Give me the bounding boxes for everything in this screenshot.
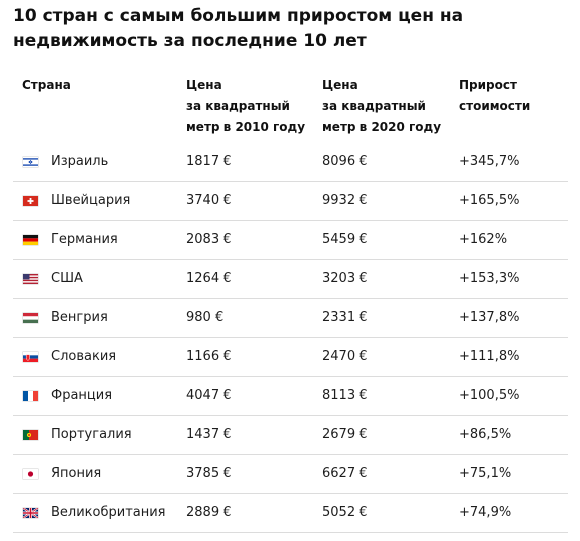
table-row: Германия 2083 € 5459 € +162%: [13, 220, 568, 260]
header-country: Страна: [22, 78, 71, 92]
header-price-2010-line: за квадратный: [186, 99, 290, 113]
growth-value: +111,8%: [459, 349, 520, 364]
table-row: Великобритания 2889 € 5052 € +74,9%: [13, 493, 568, 533]
price-2010: 4047 €: [186, 388, 232, 403]
header-price-2010: Цена за квадратный метр в 2010 году: [186, 75, 305, 138]
growth-value: +100,5%: [459, 388, 520, 403]
price-2010: 3785 €: [186, 466, 232, 481]
price-2020: 8113 €: [322, 388, 368, 403]
portugal-flag-icon: [23, 430, 38, 440]
header-growth: Прирост стоимости: [459, 75, 530, 117]
price-2020: 2470 €: [322, 349, 368, 364]
country-name: Франция: [51, 388, 113, 403]
price-2010: 980 €: [186, 310, 224, 325]
price-2010: 1166 €: [186, 349, 232, 364]
header-price-2010-line: Цена: [186, 78, 222, 92]
price-2010: 1817 €: [186, 154, 232, 169]
price-2020: 2679 €: [322, 427, 368, 442]
header-price-2020: Цена за квадратный метр в 2020 году: [322, 75, 441, 138]
uk-flag-icon: [23, 508, 38, 518]
growth-value: +345,7%: [459, 154, 520, 169]
japan-flag-icon: [23, 469, 38, 479]
table-row: Япония 3785 € 6627 € +75,1%: [13, 454, 568, 494]
country-name: Япония: [51, 466, 102, 481]
country-name: Израиль: [51, 154, 109, 169]
table-row: Израиль 1817 € 8096 € +345,7%: [13, 142, 568, 182]
growth-value: +137,8%: [459, 310, 520, 325]
header-growth-line: стоимости: [459, 99, 531, 113]
country-name: Португалия: [51, 427, 132, 442]
country-name: Словакия: [51, 349, 117, 364]
header-price-2010-line: метр в 2010 году: [186, 120, 306, 134]
price-2020: 3203 €: [322, 271, 368, 286]
growth-value: +153,3%: [459, 271, 520, 286]
growth-value: +162%: [459, 232, 508, 247]
price-2020: 8096 €: [322, 154, 368, 169]
header-growth-line: Прирост: [459, 78, 517, 92]
price-2020: 6627 €: [322, 466, 368, 481]
price-2020: 5052 €: [322, 505, 368, 520]
price-2010: 2083 €: [186, 232, 232, 247]
table-row: Словакия 1166 € 2470 € +111,8%: [13, 337, 568, 377]
france-flag-icon: [23, 391, 38, 401]
table-row: Португалия 1437 € 2679 € +86,5%: [13, 415, 568, 455]
country-name: Великобритания: [51, 505, 166, 520]
switzerland-flag-icon: [23, 196, 38, 206]
price-2010: 1264 €: [186, 271, 232, 286]
price-2020: 2331 €: [322, 310, 368, 325]
price-2010: 2889 €: [186, 505, 232, 520]
hungary-flag-icon: [23, 313, 38, 323]
table-row: Венгрия 980 € 2331 € +137,8%: [13, 298, 568, 338]
table-row: США 1264 € 3203 € +153,3%: [13, 259, 568, 299]
usa-flag-icon: [23, 274, 38, 284]
growth-value: +165,5%: [459, 193, 520, 208]
germany-flag-icon: [23, 235, 38, 245]
table-row: Швейцария 3740 € 9932 € +165,5%: [13, 181, 568, 221]
israel-flag-icon: [23, 157, 38, 167]
page-title: 10 стран с самым большим приростом цен н…: [13, 6, 464, 51]
price-2010: 3740 €: [186, 193, 232, 208]
growth-value: +86,5%: [459, 427, 512, 442]
header-price-2020-line: метр в 2020 году: [322, 120, 442, 134]
growth-value: +74,9%: [459, 505, 512, 520]
price-2020: 5459 €: [322, 232, 368, 247]
slovakia-flag-icon: [23, 352, 38, 362]
price-2020: 9932 €: [322, 193, 368, 208]
country-name: Швейцария: [51, 193, 131, 208]
country-name: Венгрия: [51, 310, 108, 325]
header-price-2020-line: Цена: [322, 78, 358, 92]
growth-value: +75,1%: [459, 466, 512, 481]
country-name: Германия: [51, 232, 118, 247]
header-price-2020-line: за квадратный: [322, 99, 426, 113]
country-name: США: [51, 271, 83, 286]
table-row: Франция 4047 € 8113 € +100,5%: [13, 376, 568, 416]
price-2010: 1437 €: [186, 427, 232, 442]
